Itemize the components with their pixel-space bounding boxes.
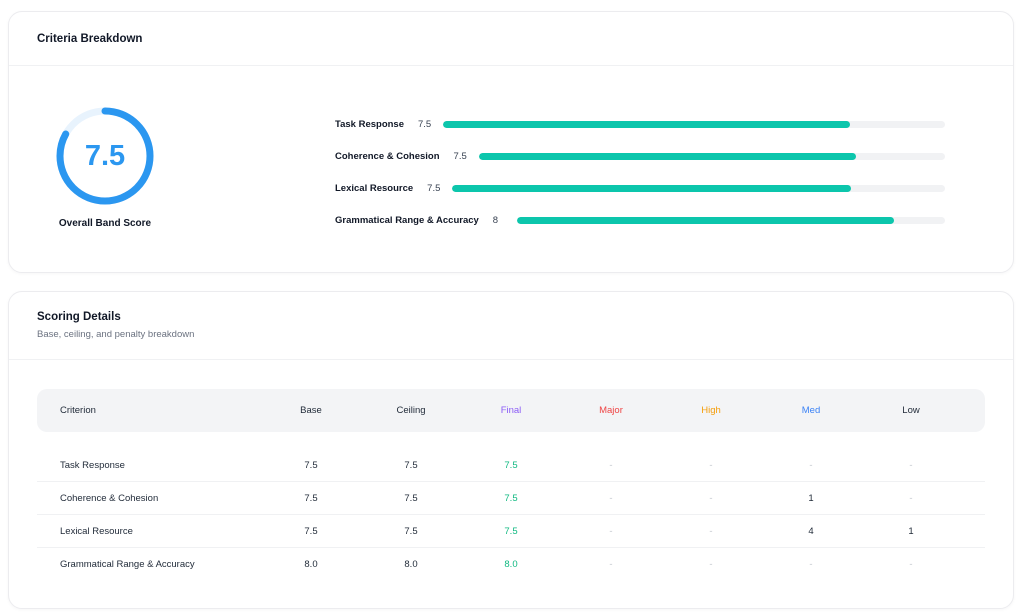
cell-high: -	[661, 493, 761, 504]
cell-high: -	[661, 559, 761, 570]
table-row: Lexical Resource 7.5 7.5 7.5 - - 4 1	[37, 515, 985, 548]
column-header-criterion: Criterion	[37, 405, 261, 416]
cell-med: 1	[761, 493, 861, 504]
criterion-bar-name: Lexical Resource	[335, 183, 413, 194]
cell-ceiling: 7.5	[361, 526, 461, 537]
cell-ceiling: 8.0	[361, 559, 461, 570]
table-body: Task Response 7.5 7.5 7.5 - - - - Cohere…	[37, 449, 985, 581]
cell-major: -	[561, 460, 661, 471]
criteria-bars: Task Response 7.5 Coherence & Cohesion 7…	[335, 108, 945, 236]
table-header: Criterion Base Ceiling Final Major High …	[37, 389, 985, 432]
cell-major: -	[561, 493, 661, 504]
scoring-details-card: Scoring Details Base, ceiling, and penal…	[8, 291, 1014, 609]
cell-final: 7.5	[461, 460, 561, 471]
criterion-bar-row: Task Response 7.5	[335, 108, 945, 140]
overall-score-label: Overall Band Score	[37, 218, 173, 229]
scoring-card-title: Scoring Details	[37, 311, 1013, 323]
column-header-high: High	[661, 405, 761, 416]
criteria-card-header: Criteria Breakdown	[9, 12, 1013, 66]
column-header-major: Major	[561, 405, 661, 416]
criterion-bar-track	[452, 185, 945, 192]
criterion-bar-score: 7.5	[418, 119, 431, 130]
cell-major: -	[561, 559, 661, 570]
criterion-bar-fill	[452, 185, 851, 192]
cell-base: 7.5	[261, 526, 361, 537]
cell-low: -	[861, 559, 961, 570]
cell-ceiling: 7.5	[361, 493, 461, 504]
column-header-base: Base	[261, 405, 361, 416]
cell-base: 7.5	[261, 460, 361, 471]
cell-final: 7.5	[461, 526, 561, 537]
cell-med: -	[761, 559, 861, 570]
criterion-bar-fill	[517, 217, 894, 224]
criterion-bar-row: Lexical Resource 7.5	[335, 172, 945, 204]
cell-criterion: Coherence & Cohesion	[37, 493, 261, 504]
cell-low: 1	[861, 526, 961, 537]
overall-score-value: 7.5	[55, 106, 155, 206]
table-row: Coherence & Cohesion 7.5 7.5 7.5 - - 1 -	[37, 482, 985, 515]
cell-ceiling: 7.5	[361, 460, 461, 471]
criteria-breakdown-card: Criteria Breakdown 7.5 Overall Band Scor…	[8, 11, 1014, 273]
cell-med: 4	[761, 526, 861, 537]
overall-score-ring: 7.5	[55, 106, 155, 206]
cell-final: 8.0	[461, 559, 561, 570]
criterion-bar-score: 7.5	[427, 183, 440, 194]
column-header-med: Med	[761, 405, 861, 416]
column-header-final: Final	[461, 405, 561, 416]
criterion-bar-score: 7.5	[454, 151, 467, 162]
criterion-bar-name: Task Response	[335, 119, 404, 130]
criterion-bar-track	[517, 217, 945, 224]
criterion-bar-fill	[479, 153, 856, 160]
criterion-bar-score: 8	[493, 215, 505, 226]
cell-low: -	[861, 493, 961, 504]
column-header-low: Low	[861, 405, 961, 416]
scoring-card-subtitle: Base, ceiling, and penalty breakdown	[37, 329, 1013, 340]
criterion-bar-fill	[443, 121, 850, 128]
cell-med: -	[761, 460, 861, 471]
cell-high: -	[661, 526, 761, 537]
cell-base: 8.0	[261, 559, 361, 570]
column-header-ceiling: Ceiling	[361, 405, 461, 416]
cell-final: 7.5	[461, 493, 561, 504]
cell-major: -	[561, 526, 661, 537]
criterion-bar-row: Coherence & Cohesion 7.5	[335, 140, 945, 172]
cell-criterion: Task Response	[37, 460, 261, 471]
criterion-bar-name: Coherence & Cohesion	[335, 151, 440, 162]
scoring-card-header: Scoring Details Base, ceiling, and penal…	[9, 292, 1013, 360]
table-row: Task Response 7.5 7.5 7.5 - - - -	[37, 449, 985, 482]
cell-high: -	[661, 460, 761, 471]
scoring-table: Criterion Base Ceiling Final Major High …	[37, 389, 985, 581]
table-row: Grammatical Range & Accuracy 8.0 8.0 8.0…	[37, 548, 985, 581]
cell-criterion: Lexical Resource	[37, 526, 261, 537]
cell-base: 7.5	[261, 493, 361, 504]
criterion-bar-track	[443, 121, 945, 128]
criterion-bar-row: Grammatical Range & Accuracy 8	[335, 204, 945, 236]
cell-low: -	[861, 460, 961, 471]
criterion-bar-name: Grammatical Range & Accuracy	[335, 215, 479, 226]
criterion-bar-track	[479, 153, 945, 160]
criteria-card-title: Criteria Breakdown	[37, 33, 142, 45]
cell-criterion: Grammatical Range & Accuracy	[37, 559, 261, 570]
